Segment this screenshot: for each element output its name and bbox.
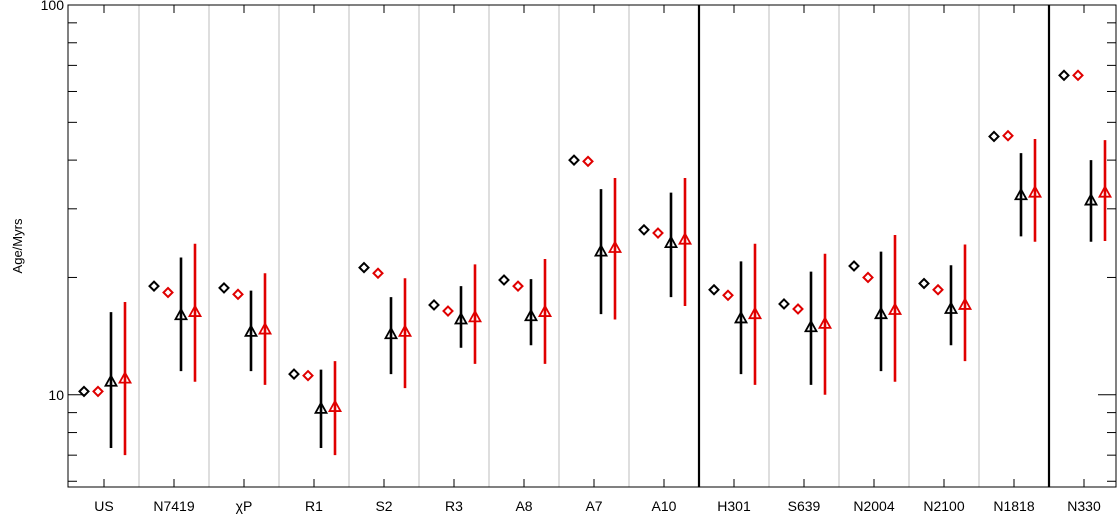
y-axis-label: Age/Myrs [10,218,25,273]
x-tick-label: A7 [585,498,602,514]
data-point-triangle [103,373,119,387]
data-point-diamond [428,299,440,311]
data-point-diamond [498,274,510,286]
data-point-diamond [372,267,384,280]
data-point-triangle [117,370,133,384]
data-point-diamond [358,261,370,274]
data-point-triangle [957,297,973,310]
data-point-diamond [932,283,944,296]
data-point-diamond [288,368,300,381]
plot-frame [67,4,1117,488]
data-point-triangle [383,326,399,340]
data-point-triangle [327,399,343,412]
data-point-diamond [162,286,174,299]
x-tick-label: N2004 [853,498,894,514]
axis-labels: 10 100 US N7419 χP R1 S2 R3 A8 A7 A10 H301 S639 N2004… [41,0,1101,514]
data-point-triangle [733,310,749,324]
data-point-triangle [537,304,553,317]
data-point-diamond [568,154,580,167]
data-point-diamond [862,271,874,284]
data-point-triangle [873,306,889,320]
data-point-triangle [257,321,273,335]
data-point-diamond [918,277,930,290]
category-dividers [138,5,1051,487]
data-point-diamond [848,260,860,272]
y-tick-label: 100 [41,0,65,13]
data-point-diamond [302,369,314,382]
data-point-triangle [187,304,203,317]
data-point-diamond [512,280,524,293]
data-point-triangle [677,231,693,245]
data-point-triangle [817,316,833,329]
data-point-diamond [78,385,90,398]
data-point-diamond [1072,69,1084,82]
data-point-triangle [663,235,679,248]
data-point-diamond [792,303,804,315]
data-point-triangle [747,306,763,320]
data-point-triangle [1013,187,1029,201]
data-point-diamond [1058,69,1070,82]
data-point-triangle [593,243,609,257]
x-tick-label: US [94,498,113,514]
data-point-triangle [607,240,623,253]
data-point-diamond [652,227,664,239]
data-point-triangle [453,311,469,325]
x-tick-label: S639 [788,498,821,514]
data-point-diamond [778,298,790,310]
data-point-diamond [232,288,244,301]
x-tick-label: N2100 [923,498,964,514]
x-tick-label: χP [236,498,253,514]
x-tick-label: S2 [375,498,392,514]
data-point-diamond [1002,129,1014,142]
data-point-diamond [708,283,720,296]
x-tick-label: R1 [305,498,323,514]
axis-ticks [68,4,1116,487]
x-tick-label: A10 [652,498,677,514]
data-point-diamond [722,289,734,302]
data-point-triangle [1097,184,1113,198]
data-point-triangle [467,309,483,323]
data-point-triangle [173,307,189,321]
data-point-triangle [887,302,903,315]
x-tick-label: R3 [445,498,463,514]
x-tick-label: N1818 [993,498,1034,514]
y-tick-label: 10 [48,387,64,403]
data-point-diamond [442,305,454,317]
data-point-triangle [243,324,259,337]
data-point-triangle [397,324,413,337]
x-tick-label: N330 [1067,498,1101,514]
data-point-diamond [92,385,104,398]
data-point-diamond [582,155,594,168]
data-point-diamond [988,130,1000,143]
data-point-triangle [313,401,329,414]
x-tick-label: A8 [515,498,532,514]
data-point-diamond [148,280,160,293]
data-marks [78,69,1113,456]
data-point-triangle [1027,184,1043,198]
data-point-triangle [1083,192,1099,206]
data-point-diamond [638,223,650,236]
data-point-diamond [218,282,230,294]
data-point-triangle [523,308,539,322]
data-point-triangle [803,319,819,333]
x-tick-label: N7419 [153,498,194,514]
x-tick-label: H301 [717,498,751,514]
data-point-triangle [943,301,959,314]
